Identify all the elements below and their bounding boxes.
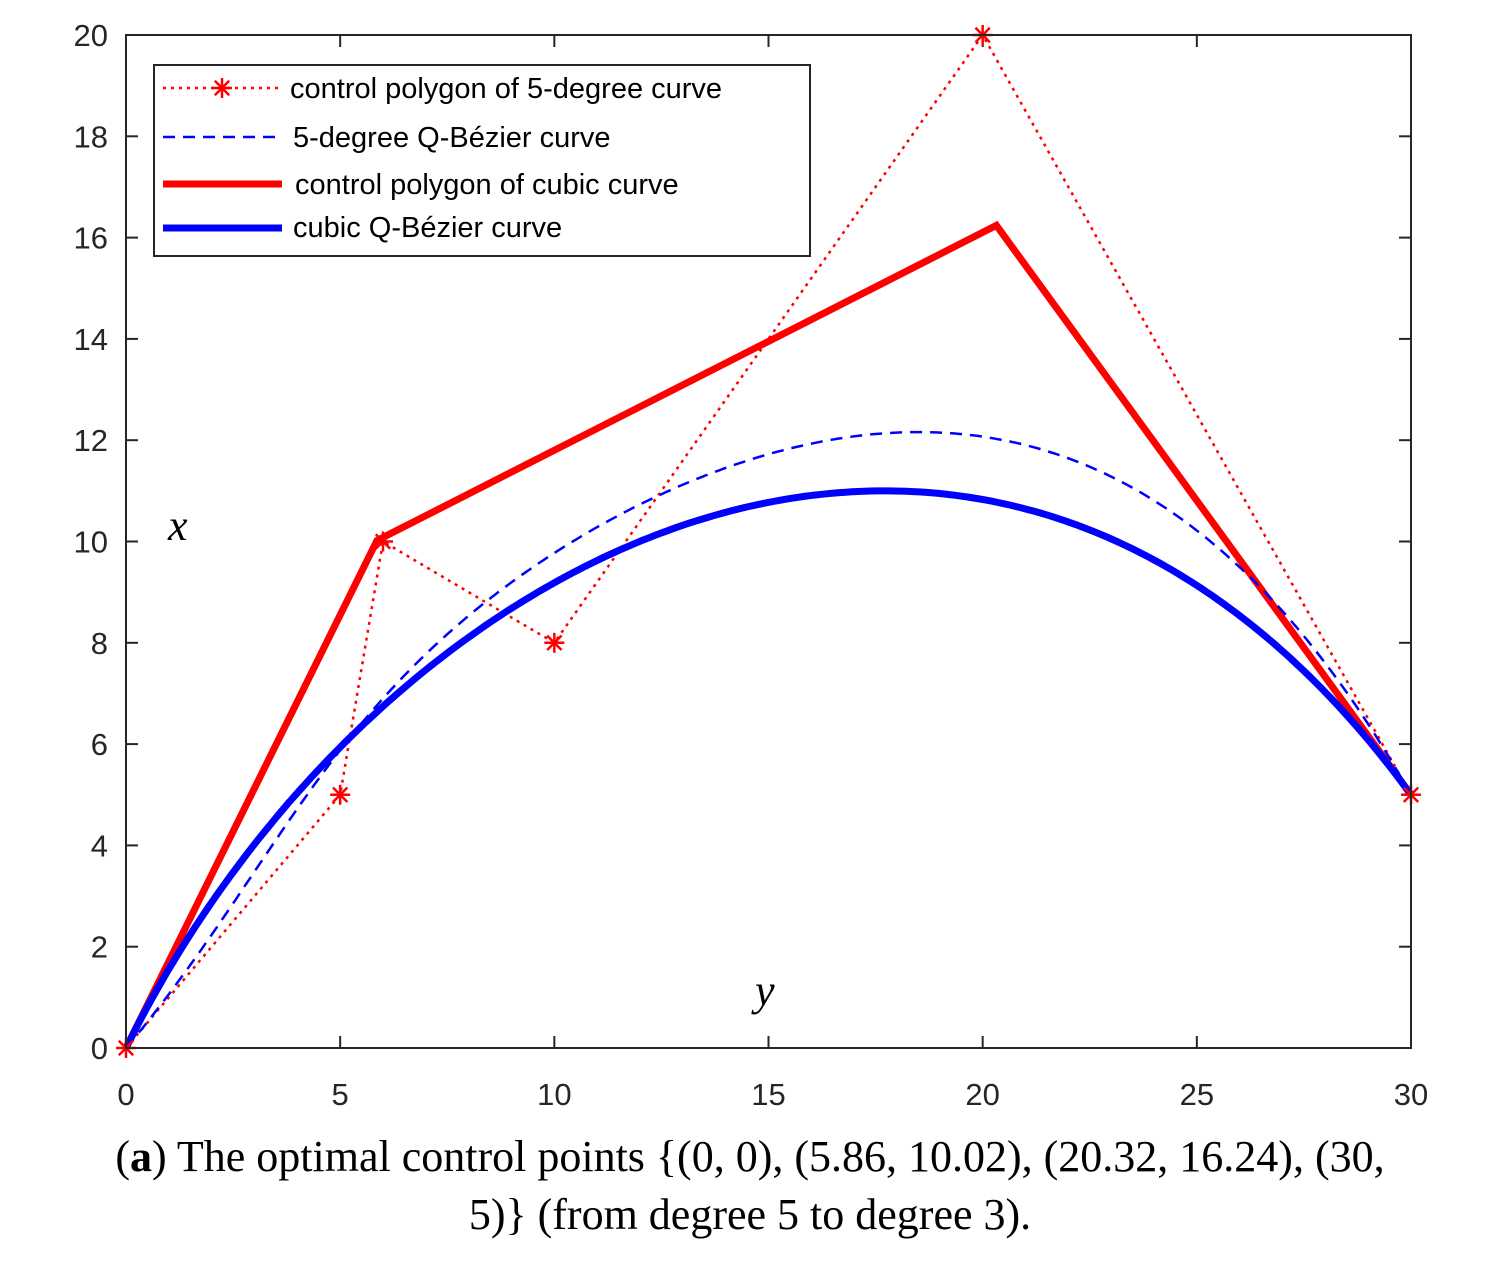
legend-label-5deg-curve: 5-degree Q-Bézier curve <box>293 122 611 154</box>
degree5-control-point-3 <box>544 632 565 653</box>
caption-text-line1: The optimal control points {(0, 0), (5.8… <box>176 1132 1385 1181</box>
plot-frame <box>125 34 1412 1049</box>
y-tick-label-9: 18 <box>74 119 108 154</box>
degree5-control-point-2 <box>373 531 393 552</box>
x-tick-label-6: 30 <box>1394 1077 1428 1112</box>
y-tick-label-3: 6 <box>91 727 108 762</box>
x-axis: 0 5 10 15 20 25 30 <box>117 35 1428 1112</box>
y-tick-label-10: 20 <box>74 18 108 53</box>
x-tick-label-0: 0 <box>117 1077 134 1112</box>
degree5-q-bezier-curve <box>125 430 1413 1049</box>
y-tick-label-0: 0 <box>91 1031 108 1066</box>
figure-caption: (a) The optimal control points {(0, 0), … <box>115 1132 1385 1239</box>
x-tick-label-2: 10 <box>537 1077 571 1112</box>
degree5-control-polygon <box>125 32 1413 1049</box>
y-axis: 0 2 4 6 8 10 12 14 16 18 20 <box>74 18 1411 1066</box>
y-tick-label-5: 10 <box>74 525 108 560</box>
x-tick-label-4: 20 <box>965 1077 999 1112</box>
caption-text-line2: 5)} (from degree 5 to degree 3). <box>468 1190 1032 1239</box>
legend-label-cubic-polygon: control polygon of cubic curve <box>295 169 679 201</box>
y-tick-label-6: 12 <box>74 423 108 458</box>
caption-label: a <box>130 1132 153 1181</box>
legend: control polygon of 5-degree curve 5-degr… <box>153 64 811 257</box>
chart-figure: 0 5 10 15 20 25 30 0 2 4 6 8 10 12 14 16 18 20 x y contr… <box>74 18 1429 1112</box>
degree5-control-point-1 <box>330 784 351 805</box>
y-tick-label-8: 16 <box>74 221 108 256</box>
x-tick-label-1: 5 <box>332 1077 349 1112</box>
y-tick-label-4: 8 <box>91 626 108 661</box>
x-axis-label: y <box>751 966 775 1015</box>
legend-samples <box>163 78 282 232</box>
cubic-control-polygon <box>122 220 1414 1050</box>
y-tick-label-1: 2 <box>91 930 108 965</box>
legend-box <box>153 64 811 257</box>
legend-sample-5deg-marker <box>212 78 232 98</box>
x-tick-label-5: 25 <box>1180 1077 1214 1112</box>
y-tick-label-2: 4 <box>91 828 108 863</box>
cubic-q-bezier-curve <box>122 487 1414 1050</box>
legend-label-cubic-curve: cubic Q-Bézier curve <box>293 212 562 244</box>
y-axis-label: x <box>167 501 188 550</box>
legend-label-5deg-polygon: control polygon of 5-degree curve <box>290 73 722 105</box>
x-tick-label-3: 15 <box>751 1077 785 1112</box>
series-layer <box>116 25 1421 1058</box>
y-tick-label-7: 14 <box>74 322 108 357</box>
